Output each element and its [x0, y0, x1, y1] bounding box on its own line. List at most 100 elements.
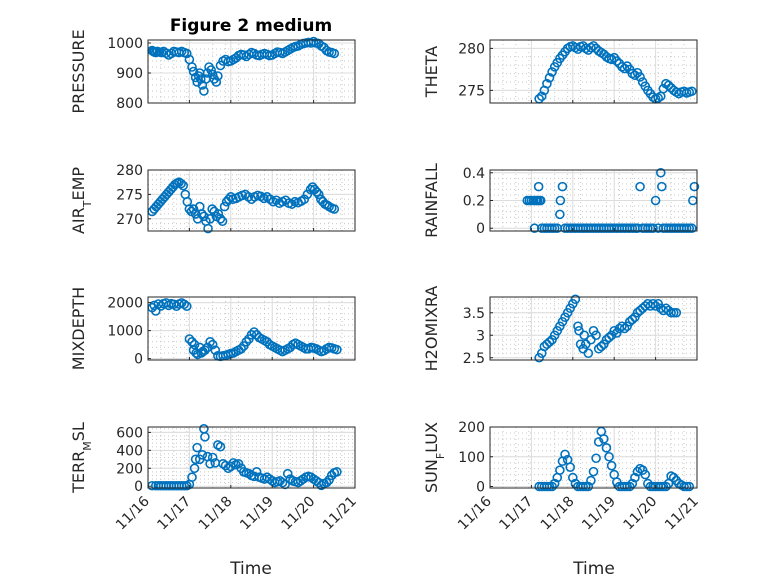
- data-point: [176, 178, 186, 189]
- series-markers: [534, 41, 697, 104]
- data-point: [535, 195, 546, 206]
- data-point: [624, 481, 635, 492]
- axes-air-temp: 270 275 280 AIRTEMP: [69, 163, 356, 234]
- data-point: [687, 86, 697, 97]
- data-point: [205, 336, 215, 347]
- axes-frame: [147, 296, 356, 361]
- data-point: [207, 452, 218, 463]
- x-tick-label: 11/19: [237, 494, 277, 534]
- y-axis-label: THETA: [422, 46, 441, 98]
- data-point: [630, 472, 640, 483]
- data-point: [207, 339, 218, 350]
- data-point: [593, 437, 604, 447]
- y-tick-label: 900: [116, 66, 143, 82]
- x-tick-label: 11/19: [579, 494, 619, 534]
- y-tick-label: 200: [116, 461, 143, 477]
- data-point: [282, 468, 293, 479]
- plot-area: [489, 296, 698, 361]
- data-point: [190, 209, 201, 219]
- data-point: [619, 63, 630, 74]
- y-tick-label: 275: [458, 83, 485, 99]
- data-point: [684, 481, 695, 492]
- data-point: [630, 70, 640, 81]
- data-point: [619, 323, 630, 334]
- y-tick-label: 400: [116, 443, 143, 459]
- data-point: [311, 187, 322, 197]
- data-point: [211, 77, 222, 87]
- data-point: [329, 48, 340, 59]
- y-tick-label: 0: [476, 221, 485, 237]
- y-tick-label: 100: [458, 450, 485, 466]
- data-point: [213, 209, 224, 219]
- data-point: [213, 71, 223, 81]
- data-point: [570, 294, 581, 305]
- data-point: [573, 321, 583, 332]
- data-point: [583, 481, 594, 492]
- axes-frame: [489, 296, 698, 361]
- data-point: [332, 467, 342, 477]
- data-point: [635, 181, 645, 192]
- figure-title: Figure 2 medium: [170, 16, 332, 36]
- axes-frame: [147, 426, 356, 489]
- data-point: [544, 337, 555, 347]
- data-point: [588, 466, 599, 477]
- x-tick-label: 11/16: [455, 493, 495, 533]
- axes-theta: 275 280 THETA: [422, 39, 698, 104]
- data-point: [305, 184, 316, 195]
- data-point: [671, 307, 682, 318]
- x-tick-label: 11/20: [279, 494, 319, 534]
- data-point: [332, 344, 342, 355]
- x-tick-label: 11/17: [154, 494, 194, 534]
- data-point: [655, 167, 666, 178]
- data-point: [205, 214, 215, 224]
- data-point: [640, 469, 651, 480]
- data-point: [663, 80, 674, 91]
- axes-frame: [147, 169, 356, 232]
- axes-frame: [489, 426, 698, 489]
- data-point: [536, 91, 547, 102]
- data-point: [299, 194, 310, 205]
- data-point: [567, 472, 578, 483]
- series-markers: [522, 167, 700, 234]
- y-tick-label: 270: [116, 212, 143, 228]
- data-point: [203, 223, 213, 234]
- y-tick-label: 0: [134, 479, 143, 495]
- data-point: [200, 432, 210, 442]
- series-markers: [534, 294, 682, 363]
- y-tick-label: 0: [476, 480, 485, 496]
- y-tick-label: 3: [476, 328, 485, 344]
- y-tick-label: 2.5: [463, 351, 485, 367]
- data-point: [207, 69, 218, 80]
- data-point: [217, 216, 228, 227]
- data-point: [182, 48, 192, 59]
- data-point: [533, 181, 544, 192]
- y-tick-label: 0: [134, 352, 143, 368]
- data-point: [650, 301, 661, 311]
- data-point: [555, 209, 565, 220]
- data-point: [596, 341, 607, 352]
- data-point: [586, 475, 596, 486]
- y-tick-label: 0.4: [463, 166, 485, 182]
- x-tick-label: 11/20: [621, 494, 661, 534]
- axes-frame: [147, 39, 356, 104]
- y-tick-label: 275: [116, 187, 143, 203]
- data-point: [192, 442, 202, 453]
- series-markers: [147, 423, 342, 491]
- axes-frame: [489, 39, 698, 104]
- data-point: [604, 332, 614, 343]
- data-point: [206, 65, 216, 75]
- series-markers: [534, 426, 695, 492]
- axes-rainfall: 0 0.2 0.4 RAINFALL: [422, 163, 700, 238]
- y-label-part: LUX: [422, 422, 441, 453]
- axes-mixdepth: 0 1000 2000 MIXDEPTH: [69, 287, 356, 370]
- data-point: [547, 481, 557, 492]
- data-point: [565, 462, 576, 472]
- y-axis-label: AIRTEMP: [69, 167, 94, 234]
- data-point: [555, 465, 565, 475]
- data-point: [555, 195, 566, 206]
- data-point: [251, 467, 262, 477]
- data-point: [611, 56, 622, 66]
- data-point: [249, 327, 259, 337]
- axes-pressure: 800 900 1000 PRESSURE: [69, 29, 356, 114]
- data-point: [236, 343, 246, 354]
